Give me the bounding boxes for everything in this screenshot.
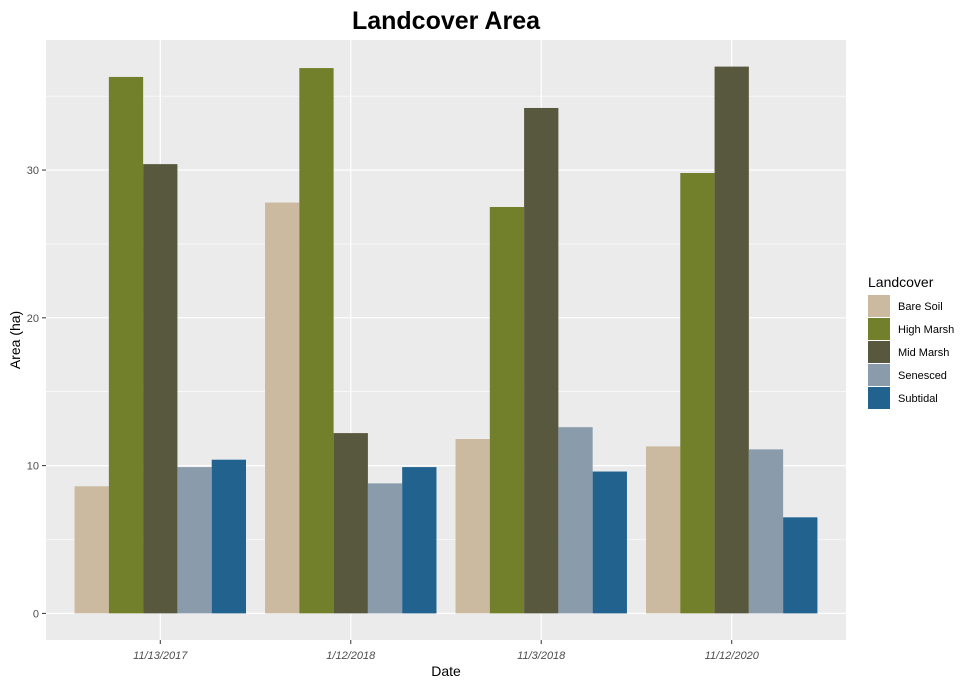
legend-swatch [868, 387, 890, 409]
y-tick-label: 20 [27, 313, 39, 325]
y-axis: 0 10 20 30 [27, 165, 46, 620]
bar [680, 173, 715, 614]
bar [558, 427, 593, 614]
bar [489, 206, 525, 614]
y-tick-label: 10 [27, 461, 39, 473]
bars [74, 66, 818, 614]
legend-title: Landcover [868, 274, 934, 290]
legend: Landcover Bare Soil High Marsh Mid Marsh Se… [868, 274, 954, 409]
bar [177, 467, 212, 614]
x-tick-label: 11/3/2018 [517, 650, 566, 662]
bar [74, 486, 109, 614]
x-axis-title: Date [431, 663, 461, 679]
bar [455, 439, 490, 614]
x-tick-label: 11/12/2020 [705, 650, 760, 662]
bar [108, 76, 144, 614]
legend-swatch [868, 318, 890, 340]
legend-label: Subtidal [898, 393, 938, 405]
legend-items: Bare Soil High Marsh Mid Marsh Senesced Subt… [868, 295, 954, 409]
legend-swatch [868, 364, 890, 386]
bar [524, 107, 559, 614]
bar [211, 459, 246, 614]
legend-swatch [868, 341, 890, 363]
legend-label: High Marsh [898, 324, 954, 336]
bar [783, 517, 818, 614]
bar [714, 66, 749, 614]
legend-label: Bare Soil [898, 301, 943, 313]
legend-swatch [868, 295, 890, 317]
x-tick-label: 11/13/2017 [133, 650, 188, 662]
bar [367, 483, 403, 614]
bar [592, 471, 627, 614]
y-axis-title: Area (ha) [7, 311, 23, 369]
bar [646, 446, 681, 614]
y-tick-label: 0 [33, 608, 39, 620]
chart-title: Landcover Area [352, 7, 541, 35]
bar [265, 202, 300, 614]
legend-label: Senesced [898, 370, 947, 382]
bar [402, 467, 437, 614]
bar [299, 68, 334, 614]
bar [333, 433, 368, 614]
bar [143, 164, 178, 614]
legend-label: Mid Marsh [898, 347, 949, 359]
bar [748, 449, 784, 614]
x-axis: 11/13/2017 1/12/2018 11/3/2018 11/12/2020 [133, 640, 760, 662]
y-tick-label: 30 [27, 165, 39, 177]
x-tick-label: 1/12/2018 [326, 650, 376, 662]
